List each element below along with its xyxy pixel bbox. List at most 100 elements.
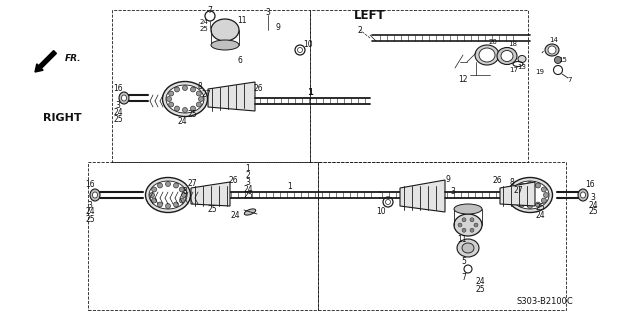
Circle shape — [175, 87, 179, 92]
Circle shape — [157, 183, 163, 188]
Text: 6: 6 — [237, 55, 243, 65]
Text: 24: 24 — [230, 212, 240, 220]
Text: 12: 12 — [458, 75, 468, 84]
Ellipse shape — [508, 178, 552, 212]
Ellipse shape — [166, 85, 204, 113]
Text: 26: 26 — [228, 175, 238, 185]
Ellipse shape — [122, 95, 127, 101]
Circle shape — [157, 202, 163, 207]
Ellipse shape — [454, 204, 482, 214]
Circle shape — [474, 223, 478, 227]
Text: 25: 25 — [187, 109, 197, 118]
Circle shape — [169, 102, 173, 107]
Text: 16: 16 — [85, 180, 95, 188]
Text: 2: 2 — [358, 26, 362, 35]
Text: 8: 8 — [182, 188, 188, 196]
Text: 25: 25 — [207, 205, 217, 214]
Ellipse shape — [518, 55, 526, 62]
Polygon shape — [191, 182, 230, 206]
Ellipse shape — [211, 40, 239, 50]
Text: 8: 8 — [509, 178, 515, 187]
Text: 19: 19 — [536, 69, 545, 75]
Circle shape — [173, 183, 179, 188]
Text: 3: 3 — [266, 7, 271, 17]
Text: 7: 7 — [568, 77, 572, 83]
Text: LEFT: LEFT — [354, 9, 386, 21]
Circle shape — [514, 198, 518, 203]
Ellipse shape — [497, 47, 517, 65]
Circle shape — [150, 193, 154, 197]
Text: 24: 24 — [588, 201, 598, 210]
Circle shape — [462, 218, 466, 222]
Text: 27: 27 — [513, 186, 523, 195]
Text: 3: 3 — [451, 188, 456, 196]
Text: RIGHT: RIGHT — [43, 113, 81, 123]
Text: 1: 1 — [307, 87, 313, 97]
Circle shape — [462, 228, 466, 232]
Text: 25: 25 — [200, 26, 209, 32]
Text: 17: 17 — [509, 67, 518, 73]
Text: 24: 24 — [85, 207, 95, 217]
Text: 24: 24 — [535, 211, 545, 220]
Text: 25: 25 — [85, 214, 95, 223]
Text: S303-B2100C: S303-B2100C — [516, 298, 573, 307]
Circle shape — [514, 187, 518, 192]
Ellipse shape — [244, 209, 256, 215]
Text: 20: 20 — [488, 39, 497, 45]
Ellipse shape — [545, 44, 559, 56]
Text: 10: 10 — [376, 206, 386, 215]
Text: 24: 24 — [475, 277, 485, 286]
Circle shape — [520, 183, 525, 188]
Circle shape — [166, 181, 170, 187]
Circle shape — [536, 202, 541, 207]
Circle shape — [543, 193, 548, 197]
Circle shape — [458, 223, 462, 227]
Circle shape — [179, 198, 184, 203]
Ellipse shape — [479, 48, 495, 62]
Circle shape — [541, 198, 547, 203]
Ellipse shape — [501, 51, 513, 61]
Text: 9: 9 — [445, 174, 451, 183]
Text: 13: 13 — [518, 64, 527, 70]
Text: 7: 7 — [207, 5, 212, 14]
Circle shape — [179, 187, 184, 192]
Text: 16: 16 — [113, 84, 123, 92]
Ellipse shape — [163, 82, 207, 116]
Text: 10: 10 — [303, 39, 313, 49]
Text: 26: 26 — [492, 175, 502, 185]
Text: 3: 3 — [246, 178, 250, 187]
Text: 3: 3 — [116, 100, 120, 109]
Text: 25: 25 — [475, 284, 485, 293]
Circle shape — [520, 202, 525, 207]
Ellipse shape — [93, 192, 97, 198]
Text: 25: 25 — [243, 191, 253, 201]
Text: 3: 3 — [88, 201, 92, 210]
Polygon shape — [500, 182, 535, 206]
Circle shape — [166, 97, 172, 101]
Ellipse shape — [211, 19, 239, 41]
Ellipse shape — [462, 243, 474, 253]
Text: 16: 16 — [585, 180, 595, 188]
Circle shape — [527, 204, 532, 209]
Circle shape — [182, 193, 186, 197]
Ellipse shape — [548, 46, 556, 54]
Text: 7: 7 — [461, 274, 467, 283]
Circle shape — [541, 187, 547, 192]
Text: 3: 3 — [591, 194, 595, 203]
Circle shape — [470, 218, 474, 222]
Circle shape — [536, 183, 541, 188]
Text: 9: 9 — [276, 22, 280, 31]
Circle shape — [169, 91, 173, 96]
Circle shape — [152, 198, 157, 203]
Circle shape — [152, 187, 157, 192]
Text: 24: 24 — [177, 116, 187, 125]
Text: 2: 2 — [246, 171, 250, 180]
Circle shape — [191, 106, 195, 111]
Ellipse shape — [90, 189, 100, 201]
Bar — [310, 10, 528, 162]
Ellipse shape — [457, 239, 479, 257]
Text: 24: 24 — [243, 185, 253, 194]
Ellipse shape — [475, 45, 499, 65]
Circle shape — [196, 102, 202, 107]
Ellipse shape — [145, 178, 191, 212]
